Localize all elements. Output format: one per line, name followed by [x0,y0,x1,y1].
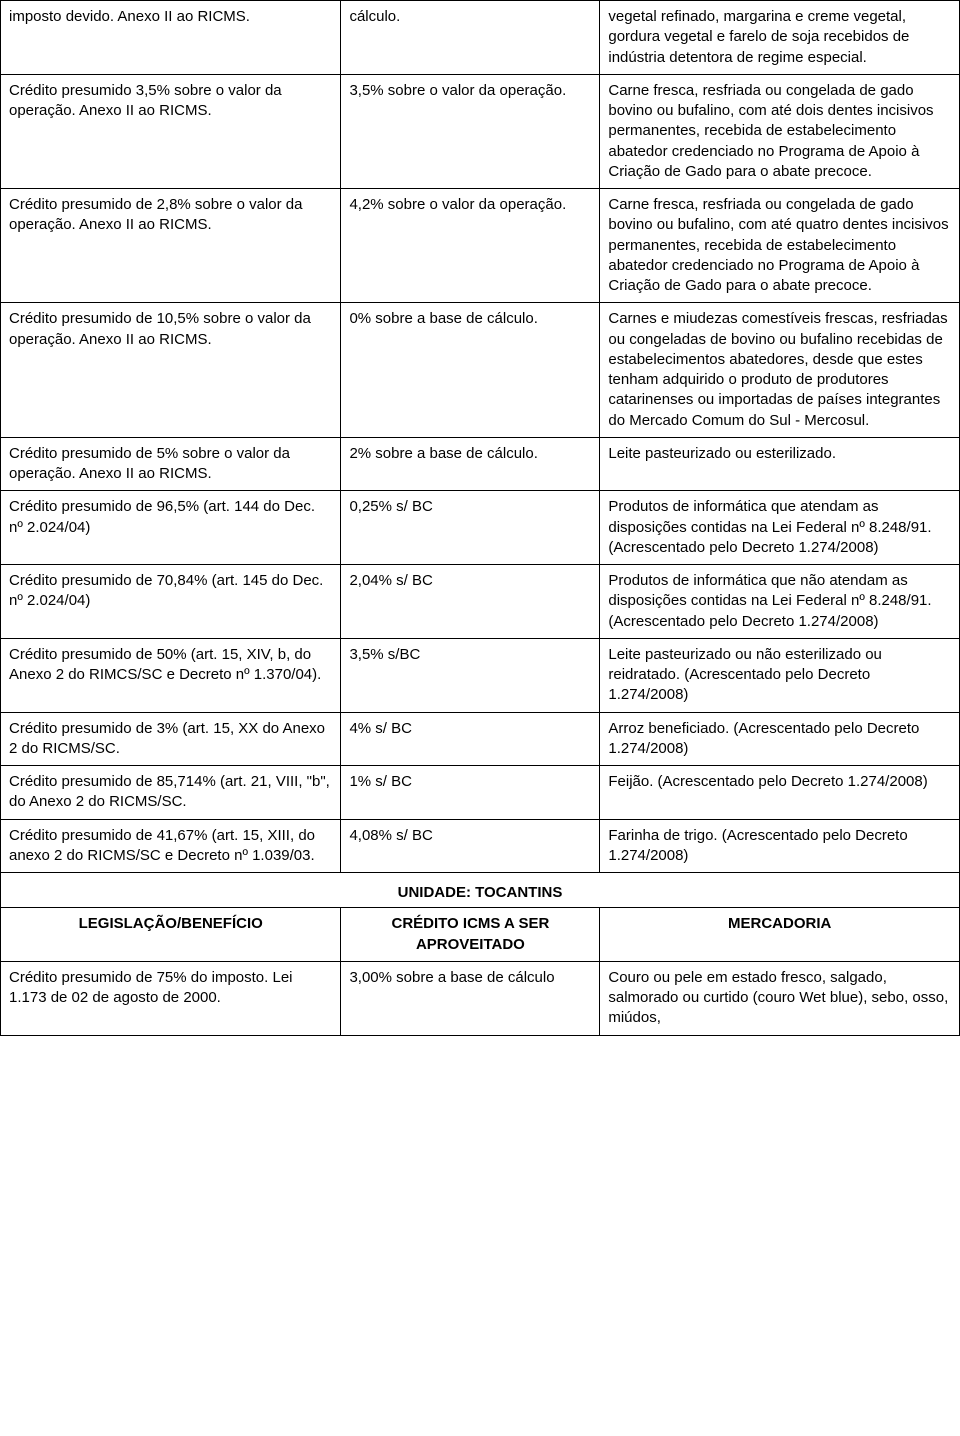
section-title: UNIDADE: TOCANTINS [1,873,960,908]
table-row: Crédito presumido de 41,67% (art. 15, XI… [1,819,960,873]
cell-merchandise: Farinha de trigo. (Acrescentado pelo Dec… [600,819,960,873]
col-header-credit: CRÉDITO ICMS A SER APROVEITADO [341,908,600,962]
cell-merchandise: Produtos de informática que não atendam … [600,565,960,639]
cell-legislation: Crédito presumido de 3% (art. 15, XX do … [1,712,341,766]
table-row: Crédito presumido de 96,5% (art. 144 do … [1,491,960,565]
cell-merchandise: Feijão. (Acrescentado pelo Decreto 1.274… [600,766,960,820]
cell-merchandise: Carne fresca, resfriada ou congelada de … [600,189,960,303]
cell-merchandise: Arroz beneficiado. (Acrescentado pelo De… [600,712,960,766]
cell-credit: 3,5% s/BC [341,638,600,712]
cell-legislation: imposto devido. Anexo II ao RICMS. [1,1,341,75]
col-header-merchandise: MERCADORIA [600,908,960,962]
cell-legislation: Crédito presumido de 5% sobre o valor da… [1,437,341,491]
table-row: Crédito presumido de 3% (art. 15, XX do … [1,712,960,766]
cell-merchandise: Leite pasteurizado ou esterilizado. [600,437,960,491]
cell-credit: 4% s/ BC [341,712,600,766]
cell-credit: 0% sobre a base de cálculo. [341,303,600,438]
cell-credit: 2% sobre a base de cálculo. [341,437,600,491]
table-row: Crédito presumido de 5% sobre o valor da… [1,437,960,491]
cell-merchandise: Carne fresca, resfriada ou congelada de … [600,74,960,188]
cell-legislation: Crédito presumido de 50% (art. 15, XIV, … [1,638,341,712]
col-header-legislation: LEGISLAÇÃO/BENEFÍCIO [1,908,341,962]
cell-merchandise: Couro ou pele em estado fresco, salgado,… [600,961,960,1035]
cell-credit: 2,04% s/ BC [341,565,600,639]
cell-credit: 1% s/ BC [341,766,600,820]
cell-merchandise: Produtos de informática que atendam as d… [600,491,960,565]
cell-credit: 4,08% s/ BC [341,819,600,873]
cell-legislation: Crédito presumido de 85,714% (art. 21, V… [1,766,341,820]
cell-credit: cálculo. [341,1,600,75]
cell-legislation: Crédito presumido de 41,67% (art. 15, XI… [1,819,341,873]
cell-merchandise: vegetal refinado, margarina e creme vege… [600,1,960,75]
cell-legislation: Crédito presumido de 96,5% (art. 144 do … [1,491,341,565]
cell-legislation: Crédito presumido de 70,84% (art. 145 do… [1,565,341,639]
column-header-row: LEGISLAÇÃO/BENEFÍCIO CRÉDITO ICMS A SER … [1,908,960,962]
section-header-row: UNIDADE: TOCANTINS [1,873,960,908]
cell-credit: 3,00% sobre a base de cálculo [341,961,600,1035]
cell-credit: 4,2% sobre o valor da operação. [341,189,600,303]
cell-credit: 3,5% sobre o valor da operação. [341,74,600,188]
table-row: imposto devido. Anexo II ao RICMS. cálcu… [1,1,960,75]
table-row: Crédito presumido de 75% do imposto. Lei… [1,961,960,1035]
table-row: Crédito presumido de 85,714% (art. 21, V… [1,766,960,820]
cell-merchandise: Leite pasteurizado ou não esterilizado o… [600,638,960,712]
cell-legislation: Crédito presumido de 75% do imposto. Lei… [1,961,341,1035]
cell-legislation: Crédito presumido 3,5% sobre o valor da … [1,74,341,188]
cell-legislation: Crédito presumido de 10,5% sobre o valor… [1,303,341,438]
table-row: Crédito presumido de 2,8% sobre o valor … [1,189,960,303]
cell-credit: 0,25% s/ BC [341,491,600,565]
cell-legislation: Crédito presumido de 2,8% sobre o valor … [1,189,341,303]
table-row: Crédito presumido de 50% (art. 15, XIV, … [1,638,960,712]
main-table: imposto devido. Anexo II ao RICMS. cálcu… [0,0,960,1036]
table-row: Crédito presumido de 70,84% (art. 145 do… [1,565,960,639]
table-row: Crédito presumido de 10,5% sobre o valor… [1,303,960,438]
cell-merchandise: Carnes e miudezas comestíveis frescas, r… [600,303,960,438]
table-row: Crédito presumido 3,5% sobre o valor da … [1,74,960,188]
